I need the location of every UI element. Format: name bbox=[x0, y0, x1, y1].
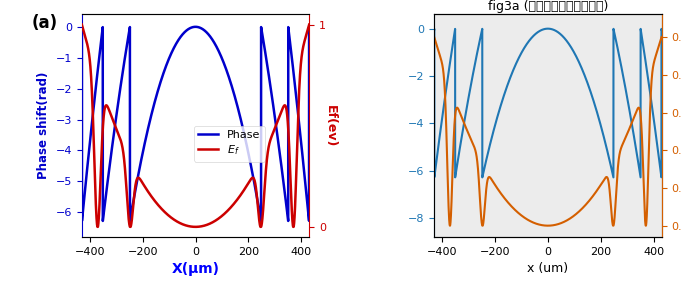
Legend: Phase, $E_f$: Phase, $E_f$ bbox=[194, 125, 265, 162]
Text: (a): (a) bbox=[32, 14, 58, 32]
Y-axis label: Phase shift(rad): Phase shift(rad) bbox=[37, 72, 50, 179]
Title: fig3a (根据仿真数据反演得到): fig3a (根据仿真数据反演得到) bbox=[488, 0, 608, 13]
X-axis label: x (um): x (um) bbox=[527, 262, 568, 275]
Y-axis label: Ef(ev): Ef(ev) bbox=[324, 105, 337, 147]
X-axis label: X(μm): X(μm) bbox=[171, 262, 220, 276]
